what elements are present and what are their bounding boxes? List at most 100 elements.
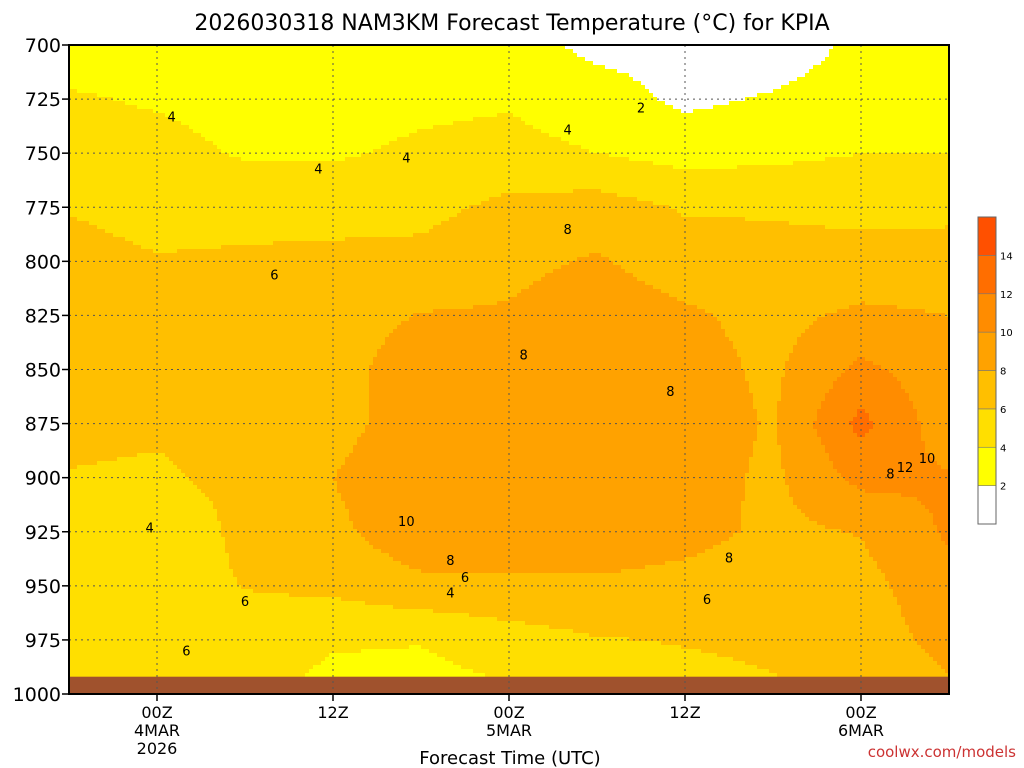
field-cell <box>69 545 74 550</box>
field-cell <box>97 209 102 214</box>
field-cell <box>157 449 162 454</box>
field-cell <box>181 329 186 334</box>
field-cell <box>157 101 162 106</box>
field-cell <box>181 213 186 218</box>
field-cell <box>89 289 94 294</box>
field-cell <box>105 53 110 58</box>
field-cell <box>129 357 134 362</box>
field-cell <box>149 465 154 470</box>
field-cell <box>117 541 122 546</box>
field-cell <box>149 561 154 566</box>
field-cell <box>165 581 170 586</box>
field-cell <box>101 169 106 174</box>
field-cell <box>157 125 162 130</box>
field-cell <box>173 93 178 98</box>
field-cell <box>69 349 74 354</box>
field-cell <box>105 309 110 314</box>
field-cell <box>69 565 74 570</box>
field-cell <box>97 413 102 418</box>
field-cell <box>69 369 74 374</box>
field-cell <box>161 353 166 358</box>
field-cell <box>105 513 110 518</box>
field-cell <box>145 425 150 430</box>
field-cell <box>109 285 114 290</box>
field-cell <box>77 49 82 54</box>
field-cell <box>113 201 118 206</box>
field-cell <box>113 157 118 162</box>
field-cell <box>121 517 126 522</box>
field-cell <box>73 197 78 202</box>
field-cell <box>161 469 166 474</box>
field-cell <box>141 117 146 122</box>
field-cell <box>113 605 118 610</box>
field-cell <box>85 105 90 110</box>
field-cell <box>85 669 90 674</box>
field-cell <box>85 225 90 230</box>
field-cell <box>141 225 146 230</box>
field-cell <box>157 233 162 238</box>
field-cell <box>169 145 174 150</box>
field-cell <box>105 321 110 326</box>
field-cell <box>173 305 178 310</box>
field-cell <box>169 557 174 562</box>
field-cell <box>181 601 186 606</box>
field-cell <box>77 553 82 558</box>
field-cell <box>185 421 190 426</box>
field-cell <box>117 229 122 234</box>
field-cell <box>129 173 134 178</box>
field-cell <box>73 157 78 162</box>
field-cell <box>105 473 110 478</box>
field-cell <box>121 513 126 518</box>
field-cell <box>125 445 130 450</box>
field-cell <box>69 393 74 398</box>
field-cell <box>173 141 178 146</box>
field-cell <box>181 653 186 658</box>
field-cell <box>129 457 134 462</box>
field-cell <box>181 485 186 490</box>
field-cell <box>169 221 174 226</box>
field-cell <box>117 545 122 550</box>
field-cell <box>81 425 86 430</box>
field-cell <box>85 193 90 198</box>
field-cell <box>81 409 86 414</box>
field-cell <box>165 333 170 338</box>
field-cell <box>117 241 122 246</box>
field-cell <box>69 341 74 346</box>
field-cell <box>153 157 158 162</box>
field-cell <box>177 97 182 102</box>
field-cell <box>77 313 82 318</box>
field-cell <box>81 453 86 458</box>
field-cell <box>145 197 150 202</box>
field-cell <box>113 197 118 202</box>
field-cell <box>105 621 110 626</box>
field-cell <box>173 81 178 86</box>
field-cell <box>81 345 86 350</box>
field-cell <box>181 641 186 646</box>
field-cell <box>125 149 130 154</box>
field-cell <box>189 237 194 242</box>
field-cell <box>141 453 146 458</box>
field-cell <box>141 201 146 206</box>
field-cell <box>153 333 158 338</box>
field-cell <box>185 165 190 170</box>
field-cell <box>81 69 86 74</box>
field-cell <box>121 201 126 206</box>
field-cell <box>189 197 194 202</box>
field-cell <box>185 393 190 398</box>
field-cell <box>101 157 106 162</box>
field-cell <box>109 353 114 358</box>
field-cell <box>105 285 110 290</box>
field-cell <box>105 597 110 602</box>
field-cell <box>161 105 166 110</box>
field-cell <box>161 245 166 250</box>
field-cell <box>89 373 94 378</box>
field-cell <box>129 613 134 618</box>
field-cell <box>165 133 170 138</box>
field-cell <box>117 165 122 170</box>
field-cell <box>185 541 190 546</box>
field-cell <box>181 473 186 478</box>
field-cell <box>141 125 146 130</box>
field-cell <box>101 225 106 230</box>
field-cell <box>149 409 154 414</box>
field-cell <box>93 337 98 342</box>
